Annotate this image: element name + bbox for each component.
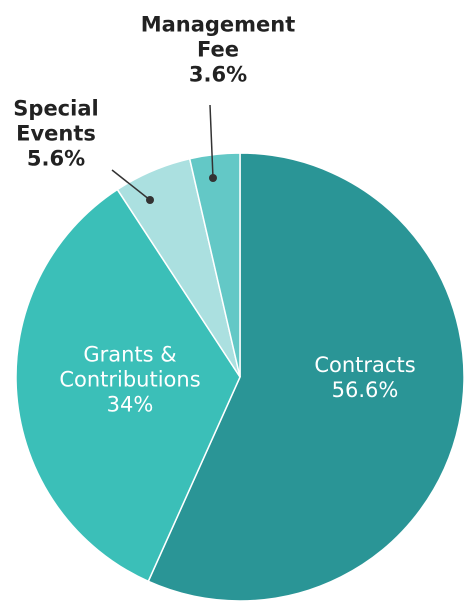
category-label: Special Events — [13, 96, 99, 146]
category-label: Contracts — [314, 353, 416, 377]
slice-label: Grants & Contributions 34% — [45, 343, 215, 418]
category-label: Grants & Contributions — [59, 342, 201, 392]
slice-label: Special Events 5.6% — [6, 97, 106, 172]
leader-dot — [209, 174, 217, 182]
value-label: 3.6% — [188, 62, 248, 87]
slice-label: Management Fee 3.6% — [123, 13, 313, 88]
slice-label: Contracts 56.6% — [285, 353, 445, 403]
value-label: 34% — [106, 392, 154, 417]
leader-line — [111, 169, 151, 201]
value-label: 56.6% — [331, 378, 399, 402]
pie-slice — [15, 188, 241, 583]
leader-dot — [146, 196, 154, 204]
category-label: Management Fee — [140, 12, 296, 62]
pie-slice — [147, 152, 464, 601]
slices — [15, 152, 464, 601]
pie-slice — [188, 152, 241, 378]
value-label: 5.6% — [26, 146, 86, 171]
leader-line — [209, 104, 214, 179]
